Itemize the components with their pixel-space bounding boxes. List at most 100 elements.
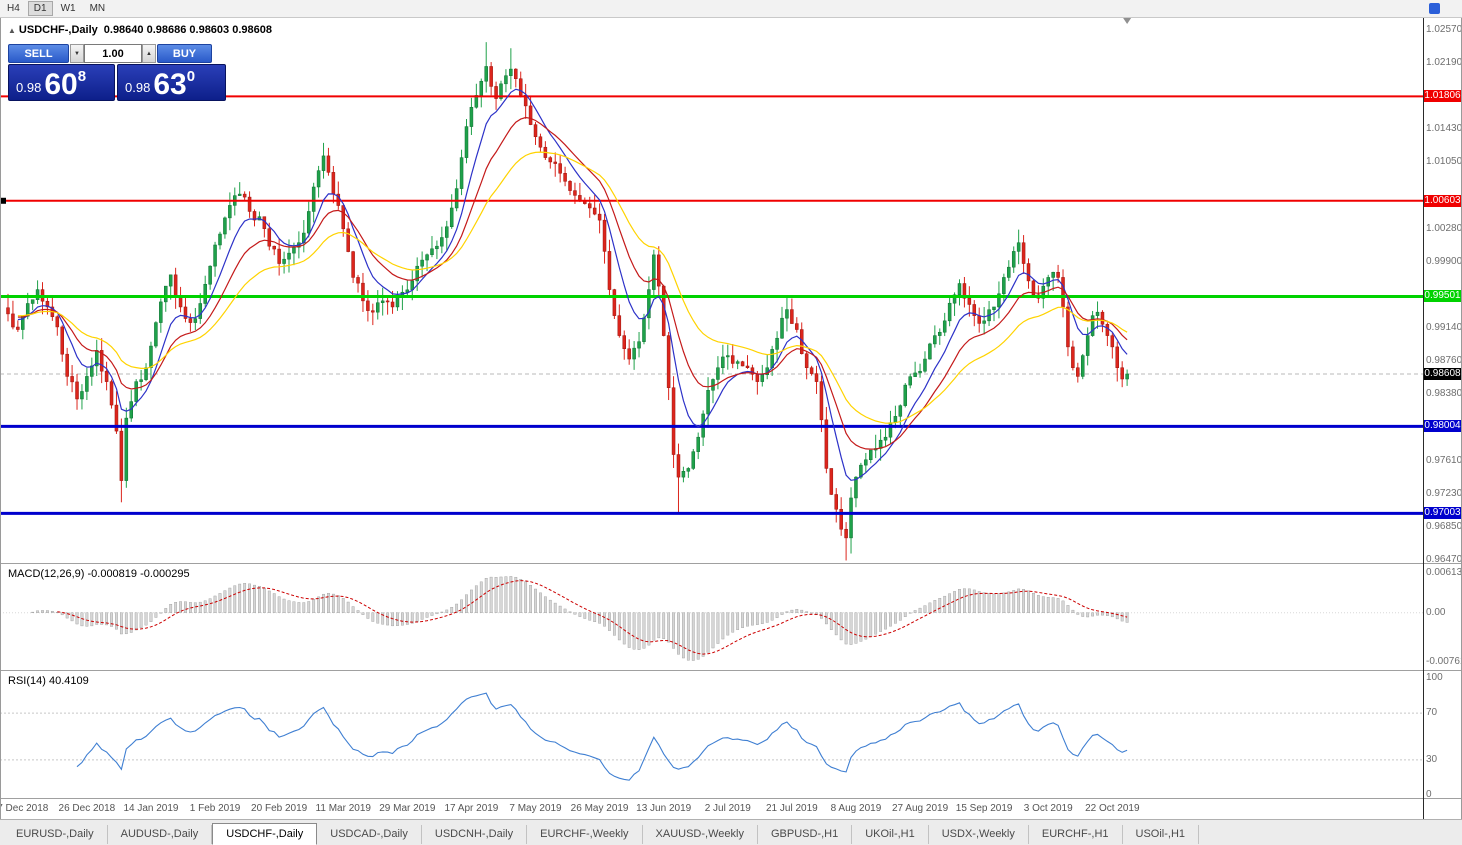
- price-level-label[interactable]: 0.97003: [1424, 507, 1461, 519]
- price-level-label[interactable]: 0.98004: [1424, 420, 1461, 432]
- rsi-pane[interactable]: [0, 672, 1423, 798]
- pane-divider[interactable]: [0, 670, 1462, 671]
- rsi-axis-tick: 100: [1426, 672, 1443, 683]
- date-axis-label: 14 Jan 2019: [123, 803, 179, 814]
- price-axis-tick: 0.98380: [1426, 388, 1462, 399]
- tab-eurusd-daily[interactable]: EURUSD-,Daily: [3, 825, 108, 844]
- buy-price-base: 0.98: [125, 80, 151, 95]
- macd-pane[interactable]: [0, 565, 1423, 670]
- price-axis-tick: 1.02570: [1426, 24, 1462, 35]
- symbol-name: USDCHF-,Daily: [18, 24, 98, 36]
- buy-button[interactable]: BUY: [157, 44, 212, 63]
- timeframe-buttons: H4 D1 W1 MN: [0, 0, 112, 17]
- date-axis-label: 21 Jul 2019: [766, 803, 818, 814]
- price-level-label[interactable]: 1.00603: [1424, 195, 1461, 207]
- price-axis-tick: 0.99140: [1426, 322, 1462, 333]
- macd-histogram: [31, 576, 1129, 661]
- pane-divider[interactable]: [0, 563, 1462, 564]
- candles: [6, 42, 1129, 561]
- buy-price-point: 0: [186, 68, 196, 85]
- price-level-label[interactable]: 1.01806: [1424, 90, 1461, 102]
- current-price-label: 0.98608: [1424, 368, 1461, 380]
- price-axis-tick: 0.99900: [1426, 256, 1462, 267]
- tab-eurchf-h1[interactable]: EURCHF-,H1: [1029, 825, 1123, 844]
- macd-axis-tick: -0.00761: [1426, 656, 1462, 667]
- date-axis-label: 26 Dec 2018: [58, 803, 116, 814]
- rsi-label: RSI(14) 40.4109: [8, 675, 89, 687]
- date-axis-label: 27 Aug 2019: [891, 803, 949, 814]
- timeframe-button-d1[interactable]: D1: [27, 1, 53, 16]
- tab-gbpusd-h1[interactable]: GBPUSD-,H1: [758, 825, 853, 844]
- tab-audusd-daily[interactable]: AUDUSD-,Daily: [108, 825, 213, 844]
- date-axis-label: 13 Jun 2019: [636, 803, 692, 814]
- price-axis-tick: 0.98760: [1426, 355, 1462, 366]
- rsi-name: RSI(14): [8, 675, 46, 687]
- sell-button[interactable]: SELL: [8, 44, 69, 63]
- tab-xauusd-weekly[interactable]: XAUUSD-,Weekly: [643, 825, 758, 844]
- symbol-tab-bar: EURUSD-,Daily AUDUSD-,Daily USDCHF-,Daily U…: [0, 819, 1462, 845]
- tab-eurchf-weekly[interactable]: EURCHF-,Weekly: [527, 825, 643, 844]
- macd-axis-tick: 0.00613: [1426, 567, 1462, 578]
- chart-title: ▲ USDCHF-,Daily 0.98640 0.98686 0.98603 0.…: [8, 24, 272, 36]
- price-axis-tick: 0.97230: [1426, 488, 1462, 499]
- volume-increase-button[interactable]: ▲: [142, 44, 156, 63]
- date-axis-label: 26 May 2019: [570, 803, 629, 814]
- buy-price-pips: 63: [153, 68, 187, 101]
- date-axis-label: 11 Mar 2019: [315, 803, 371, 814]
- top-toolbar: H4 D1 W1 MN: [0, 0, 1462, 18]
- shift-marker-icon[interactable]: [1123, 18, 1132, 24]
- tab-usdcad-daily[interactable]: USDCAD-,Daily: [317, 825, 422, 844]
- date-axis-label: 17 Apr 2019: [444, 803, 499, 814]
- tab-usdchf-daily[interactable]: USDCHF-,Daily: [212, 823, 318, 845]
- date-axis-label: 1 Feb 2019: [189, 803, 241, 814]
- price-axis-tick: 1.02190: [1426, 57, 1462, 68]
- app-icon[interactable]: [1429, 3, 1440, 14]
- rsi-value: 40.4109: [48, 675, 89, 687]
- volume-decrease-button[interactable]: ▼: [70, 44, 84, 63]
- pane-divider: [0, 798, 1462, 799]
- rsi-axis-tick: 0: [1426, 789, 1432, 800]
- buy-price-display[interactable]: 0.98 63 0: [117, 64, 226, 101]
- price-pane[interactable]: [0, 17, 1423, 563]
- macd-values: -0.000819 -0.000295: [87, 568, 190, 580]
- price-level-label[interactable]: 0.99501: [1424, 290, 1461, 302]
- sell-price-point: 8: [77, 68, 87, 85]
- date-axis-label: 29 Mar 2019: [379, 803, 436, 814]
- tab-usdcnh-daily[interactable]: USDCNH-,Daily: [422, 825, 528, 844]
- price-axis-tick: 0.96850: [1426, 521, 1462, 532]
- macd-signal-line: [57, 580, 1128, 655]
- date-axis-label: 15 Sep 2019: [955, 803, 1013, 814]
- timeframe-button-mn[interactable]: MN: [89, 3, 106, 14]
- volume-input[interactable]: [84, 44, 142, 63]
- date-axis[interactable]: 7 Dec 2018 26 Dec 2018 14 Jan 2019 1 Feb 20…: [0, 800, 1423, 820]
- timeframe-button-w1[interactable]: W1: [60, 3, 76, 14]
- date-axis-label: 3 Oct 2019: [1023, 803, 1073, 814]
- macd-axis-tick: 0.00: [1426, 607, 1446, 618]
- ohlc-values: 0.98640 0.98686 0.98603 0.98608: [103, 24, 272, 36]
- rsi-axis-tick: 30: [1426, 754, 1438, 765]
- moving-average-line-30: [17, 151, 1128, 424]
- sell-price-pips: 60: [44, 68, 78, 101]
- sell-price-base: 0.98: [16, 80, 42, 95]
- date-axis-label: 8 Aug 2019: [830, 803, 882, 814]
- tab-usdx-weekly[interactable]: USDX-,Weekly: [929, 825, 1029, 844]
- tab-usoil-h1[interactable]: USOil-,H1: [1123, 825, 1200, 844]
- chart-window: 1.02570 1.02190 1.01430 1.01050 1.00280 0.999…: [0, 17, 1462, 820]
- date-axis-label: 22 Oct 2019: [1085, 803, 1140, 814]
- tab-ukoil-h1[interactable]: UKOil-,H1: [852, 825, 929, 844]
- date-axis-label: 2 Jul 2019: [704, 803, 751, 814]
- moving-average-line-8: [17, 88, 1128, 481]
- price-axis-tick: 1.01430: [1426, 123, 1462, 134]
- sell-price-display[interactable]: 0.98 60 8: [8, 64, 115, 101]
- moving-average-line-16: [17, 116, 1128, 450]
- date-axis-label: 7 Dec 2018: [0, 803, 49, 814]
- macd-name: MACD(12,26,9): [8, 568, 85, 580]
- rsi-line: [76, 692, 1128, 781]
- price-axis: 1.02570 1.02190 1.01430 1.01050 1.00280 0.999…: [1424, 17, 1462, 820]
- date-axis-label: 7 May 2019: [509, 803, 562, 814]
- rsi-axis-tick: 70: [1426, 707, 1438, 718]
- timeframe-button-h4[interactable]: H4: [7, 3, 20, 14]
- horizontal-level-lines[interactable]: [0, 95, 1423, 515]
- date-axis-label: 20 Feb 2019: [251, 803, 308, 814]
